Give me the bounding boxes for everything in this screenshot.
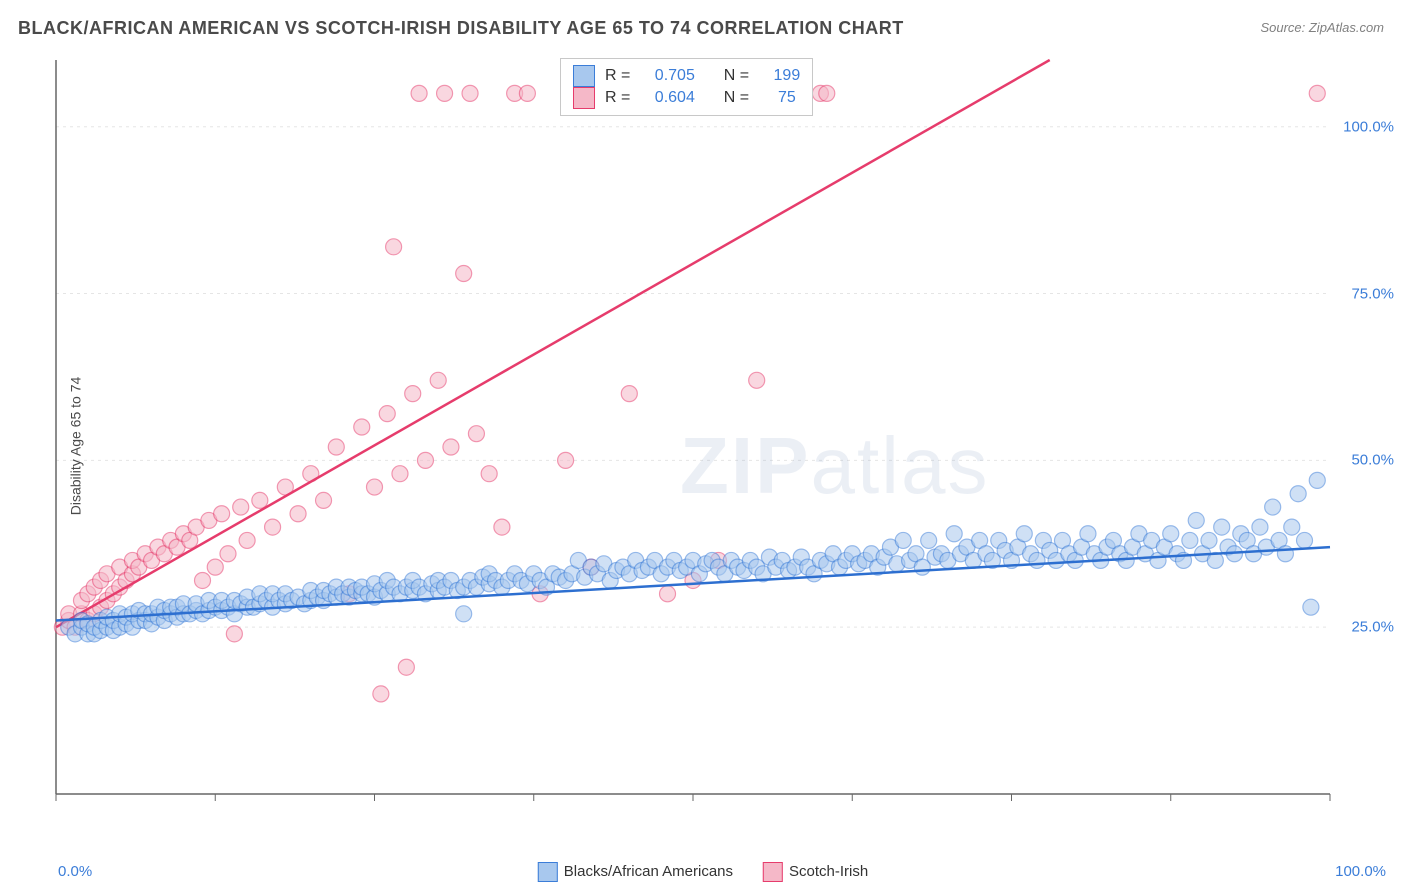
legend-swatch-blue	[538, 862, 558, 882]
chart-title: BLACK/AFRICAN AMERICAN VS SCOTCH-IRISH D…	[18, 18, 904, 39]
bottom-legend: Blacks/African Americans Scotch-Irish	[538, 862, 868, 882]
y-tick-label: 75.0%	[1351, 285, 1394, 302]
stat-swatch-blue	[573, 65, 595, 87]
y-tick-label: 50.0%	[1351, 452, 1394, 469]
legend-swatch-pink	[763, 862, 783, 882]
scatter-plot	[50, 54, 1390, 824]
stat-swatch-pink	[573, 87, 595, 109]
y-tick-label: 25.0%	[1351, 619, 1394, 636]
x-axis-min-label: 0.0%	[58, 863, 92, 880]
source-attribution: Source: ZipAtlas.com	[1260, 20, 1384, 35]
correlation-stats-box: R = 0.705 N = 199 R = 0.604 N = 75	[560, 58, 813, 116]
x-axis-max-label: 100.0%	[1335, 863, 1386, 880]
y-tick-label: 100.0%	[1343, 118, 1394, 135]
